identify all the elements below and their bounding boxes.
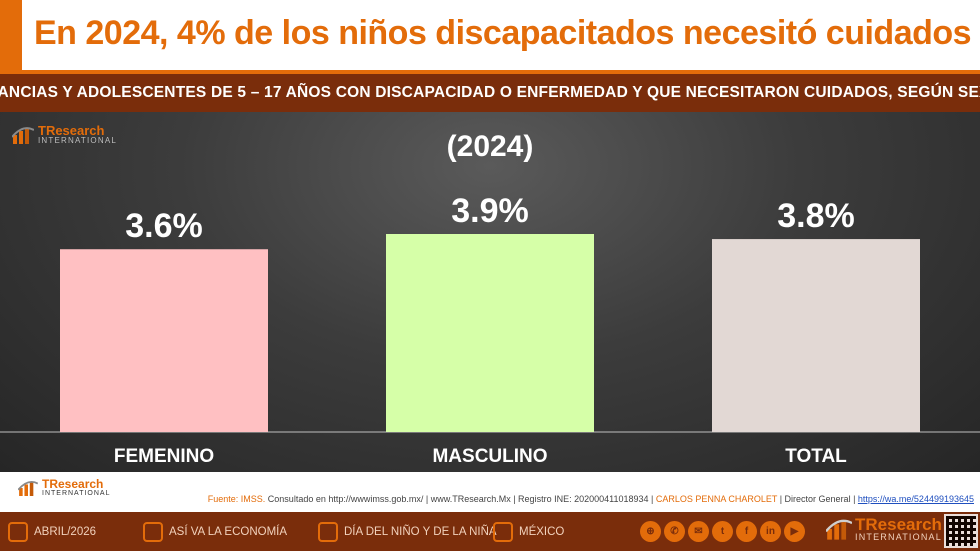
chart-area: TResearch INTERNATIONAL (2024) 3.6% FEMEN… bbox=[0, 112, 980, 472]
bottom-bar: ABRIL/2026 ASÍ VA LA ECONOMÍA DÍA DEL NI… bbox=[0, 512, 980, 551]
economy-icon bbox=[143, 521, 163, 542]
page-title: En 2024, 4% de los niños discapacitados … bbox=[34, 14, 972, 52]
data-label-total: 3.8% bbox=[777, 197, 855, 235]
whatsapp-icon[interactable]: ✆ bbox=[664, 521, 685, 542]
brand-name-bottom: TResearch bbox=[855, 515, 942, 534]
bar-femenino bbox=[60, 249, 268, 432]
title-accent bbox=[0, 0, 22, 70]
source-rest: Consultado en http://wwwimss.gob.mx/ | w… bbox=[265, 494, 656, 504]
section-label: ASÍ VA LA ECONOMÍA bbox=[169, 525, 288, 538]
brand-logo-bottom: TResearch INTERNATIONAL bbox=[826, 516, 942, 542]
country-label: MÉXICO bbox=[519, 525, 565, 538]
brand-bars-icon bbox=[826, 519, 852, 540]
bar-chart: 3.6% FEMENINO 3.9% MASCULINO 3.8% TOTAL bbox=[0, 192, 980, 467]
subtitle-text: INFANCIAS Y ADOLESCENTES DE 5 – 17 AÑOS … bbox=[0, 84, 980, 101]
section-item: ASÍ VA LA ECONOMÍA bbox=[143, 512, 287, 551]
author-role: | Director General | bbox=[777, 494, 858, 504]
mexico-map-icon bbox=[493, 521, 513, 542]
qr-code-icon[interactable] bbox=[944, 514, 978, 548]
bar-masculino bbox=[386, 234, 594, 432]
web-icon[interactable]: ⊕ bbox=[640, 521, 661, 542]
source-prefix: Fuente: IMSS. bbox=[207, 494, 266, 504]
source-line: Fuente: IMSS. Consultado en http://wwwim… bbox=[208, 494, 974, 504]
brand-sub-bottom: INTERNATIONAL bbox=[855, 532, 942, 542]
children-icon bbox=[318, 521, 338, 542]
brand-name-footer: TResearch bbox=[42, 477, 104, 491]
brand-bars-icon bbox=[12, 126, 34, 144]
data-label-masculino: 3.9% bbox=[451, 192, 529, 230]
calendar-icon bbox=[8, 521, 28, 542]
topic-item: DÍA DEL NIÑO Y DE LA NIÑA bbox=[318, 512, 497, 551]
mail-icon[interactable]: ✉ bbox=[688, 521, 709, 542]
title-rule bbox=[0, 70, 980, 74]
brand-bars-icon bbox=[18, 480, 38, 496]
social-icons: ⊕ ✆ ✉ t f in ▶ bbox=[640, 521, 805, 542]
country-item: MÉXICO bbox=[493, 512, 564, 551]
linkedin-icon[interactable]: in bbox=[760, 521, 781, 542]
whatsapp-link[interactable]: https://wa.me/524499193645 bbox=[857, 494, 974, 504]
chart-title: (2024) bbox=[446, 130, 534, 163]
author-name: CARLOS PENNA CHAROLET bbox=[655, 494, 778, 504]
facebook-icon[interactable]: f bbox=[736, 521, 757, 542]
brand-name: TResearch bbox=[38, 123, 105, 138]
topic-label: DÍA DEL NIÑO Y DE LA NIÑA bbox=[344, 525, 497, 538]
date-item: ABRIL/2026 bbox=[8, 512, 96, 551]
tick-label-femenino: FEMENINO bbox=[114, 446, 214, 467]
youtube-icon[interactable]: ▶ bbox=[784, 521, 805, 542]
tick-label-total: TOTAL bbox=[785, 446, 847, 467]
brand-logo-top: TResearch INTERNATIONAL bbox=[12, 124, 117, 145]
date-label: ABRIL/2026 bbox=[34, 525, 97, 538]
twitter-icon[interactable]: t bbox=[712, 521, 733, 542]
subtitle-bar: INFANCIAS Y ADOLESCENTES DE 5 – 17 AÑOS … bbox=[0, 74, 980, 112]
bar-total bbox=[712, 239, 920, 432]
brand-sub: INTERNATIONAL bbox=[38, 136, 118, 145]
title-banner: En 2024, 4% de los niños discapacitados … bbox=[0, 0, 980, 70]
tick-label-masculino: MASCULINO bbox=[432, 446, 547, 467]
data-label-femenino: 3.6% bbox=[125, 207, 203, 245]
brand-logo-footer: TResearch INTERNATIONAL bbox=[18, 478, 111, 497]
footer-strip bbox=[0, 472, 980, 512]
brand-sub-footer: INTERNATIONAL bbox=[42, 490, 111, 497]
